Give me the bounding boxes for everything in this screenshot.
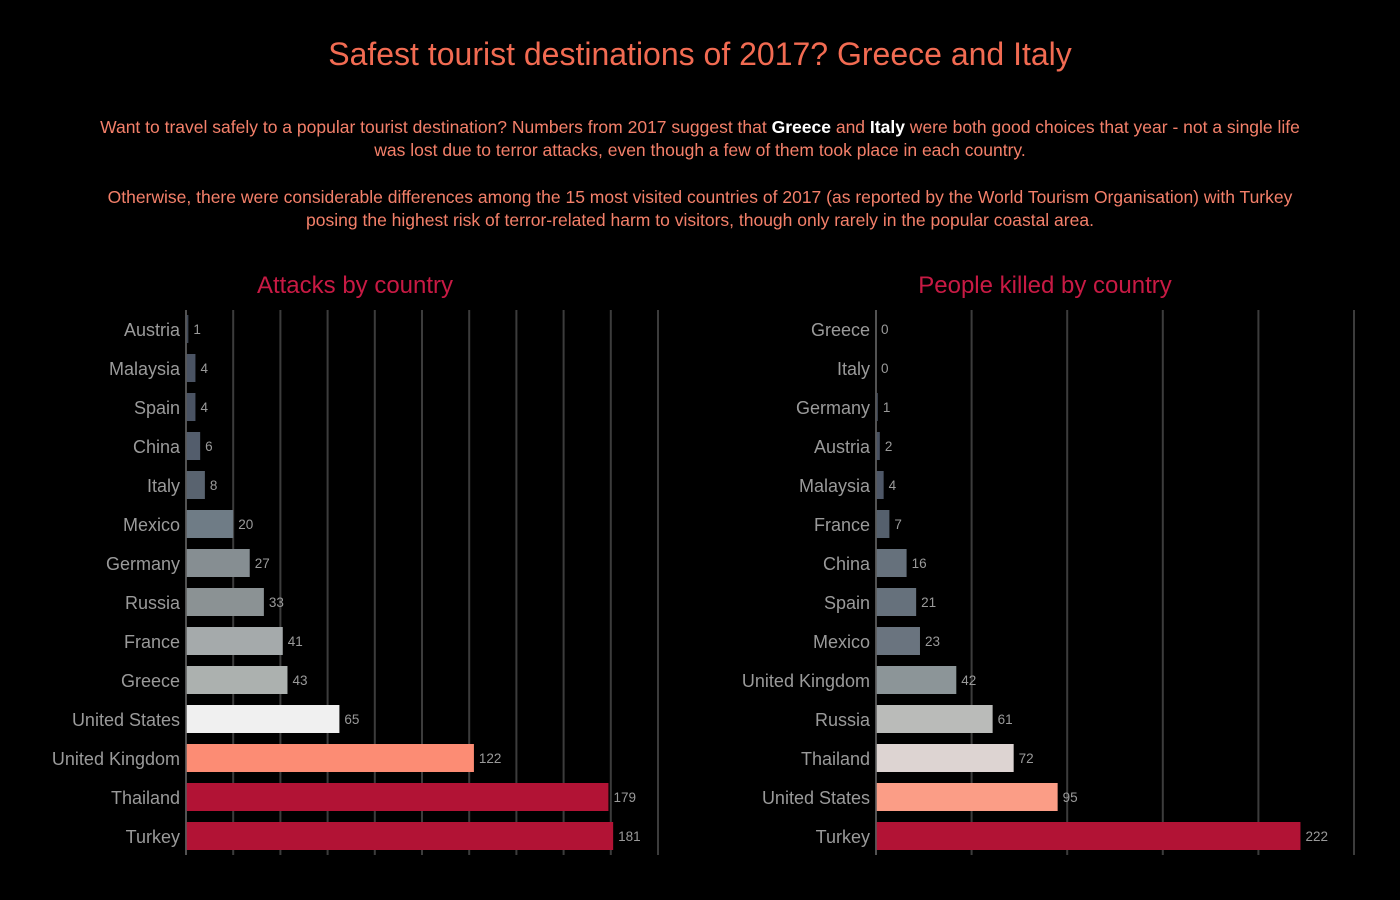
attacks-category-label: Mexico — [123, 515, 180, 535]
attacks-value-label: 4 — [200, 400, 208, 415]
attacks-bar — [186, 510, 234, 538]
killed-category-label: China — [823, 554, 871, 574]
intro-text-after: were both good choices that year - not a… — [374, 117, 1300, 160]
attacks-value-label: 27 — [255, 556, 270, 571]
attacks-category-label: Turkey — [126, 827, 180, 847]
killed-value-label: 2 — [885, 439, 893, 454]
attacks-value-label: 1 — [193, 322, 201, 337]
attacks-category-label: France — [124, 632, 180, 652]
attacks-bar — [186, 471, 205, 499]
killed-bar — [876, 705, 993, 733]
killed-value-label: 42 — [961, 673, 976, 688]
killed-value-label: 21 — [921, 595, 936, 610]
killed-value-label: 222 — [1305, 829, 1328, 844]
attacks-category-label: United Kingdom — [52, 749, 180, 769]
attacks-chart-title: Attacks by country — [256, 272, 454, 299]
killed-category-label: Thailand — [801, 749, 870, 769]
attacks-bar — [186, 783, 609, 811]
attacks-bar — [186, 354, 196, 382]
attacks-bar — [186, 432, 201, 460]
intro-highlight-italy: Italy — [869, 117, 905, 137]
attacks-value-label: 179 — [613, 790, 636, 805]
killed-category-label: United Kingdom — [742, 671, 870, 691]
killed-bar — [876, 783, 1058, 811]
killed-chart-title: People killed by country — [918, 272, 1172, 299]
attacks-bar — [186, 822, 614, 850]
killed-value-label: 1 — [883, 400, 891, 415]
attacks-bar — [186, 549, 250, 577]
killed-category-label: Mexico — [813, 632, 870, 652]
killed-bar — [876, 744, 1014, 772]
attacks-value-label: 41 — [288, 634, 303, 649]
killed-category-label: Spain — [824, 593, 870, 613]
attacks-category-label: Thailand — [111, 788, 180, 808]
attacks-category-label: China — [133, 437, 181, 457]
attacks-bar — [186, 627, 283, 655]
attacks-value-label: 8 — [210, 478, 218, 493]
killed-value-label: 0 — [881, 361, 889, 376]
attacks-value-label: 181 — [618, 829, 641, 844]
killed-value-label: 61 — [998, 712, 1013, 727]
killed-value-label: 23 — [925, 634, 940, 649]
attacks-bar — [186, 666, 288, 694]
attacks-category-label: Greece — [121, 671, 180, 691]
killed-category-label: Turkey — [816, 827, 870, 847]
attacks-category-label: Malaysia — [109, 359, 181, 379]
attacks-value-label: 33 — [269, 595, 284, 610]
attacks-bar-chart: Austria 1 Malaysia 4 Spain 4 China 6 Italy 8 Mexic… — [52, 310, 659, 855]
killed-category-label: United States — [762, 788, 870, 808]
intro-text-and: and — [830, 117, 870, 137]
attacks-category-label: Russia — [125, 593, 181, 613]
intro-paragraph-1: Want to travel safely to a popular touri… — [100, 116, 1300, 162]
intro-highlight-greece: Greece — [771, 117, 831, 137]
killed-bar — [876, 627, 920, 655]
killed-category-label: Austria — [814, 437, 871, 457]
attacks-category-label: Italy — [147, 476, 180, 496]
attacks-category-label: United States — [72, 710, 180, 730]
killed-category-label: Greece — [811, 320, 870, 340]
attacks-bar — [186, 705, 340, 733]
killed-bar — [876, 822, 1301, 850]
attacks-bar — [186, 393, 196, 421]
killed-bar — [876, 510, 890, 538]
killed-value-label: 4 — [889, 478, 897, 493]
attacks-bar — [186, 744, 474, 772]
killed-bar — [876, 432, 880, 460]
attacks-category-label: Spain — [134, 398, 180, 418]
page-title: Safest tourist destinations of 2017? Gre… — [328, 36, 1072, 72]
attacks-value-label: 65 — [344, 712, 359, 727]
killed-bar — [876, 471, 884, 499]
killed-value-label: 95 — [1063, 790, 1078, 805]
killed-bar — [876, 549, 907, 577]
attacks-value-label: 4 — [200, 361, 208, 376]
attacks-value-label: 122 — [479, 751, 502, 766]
killed-category-label: Malaysia — [799, 476, 871, 496]
intro-text-before: Want to travel safely to a popular touri… — [100, 117, 772, 137]
attacks-category-label: Germany — [106, 554, 180, 574]
killed-category-label: Germany — [796, 398, 870, 418]
killed-bar — [876, 666, 957, 694]
intro-paragraph-2: Otherwise, there were considerable diffe… — [107, 187, 1293, 230]
killed-bar — [876, 393, 878, 421]
attacks-value-label: 20 — [238, 517, 253, 532]
attacks-category-label: Austria — [124, 320, 181, 340]
killed-value-label: 72 — [1019, 751, 1034, 766]
attacks-value-label: 6 — [205, 439, 213, 454]
killed-value-label: 7 — [894, 517, 902, 532]
killed-category-label: France — [814, 515, 870, 535]
attacks-value-label: 43 — [292, 673, 307, 688]
attacks-bar — [186, 315, 189, 343]
killed-category-label: Italy — [837, 359, 870, 379]
attacks-bar — [186, 588, 264, 616]
killed-bar — [876, 588, 917, 616]
killed-value-label: 0 — [881, 322, 889, 337]
killed-value-label: 16 — [912, 556, 927, 571]
killed-category-label: Russia — [815, 710, 871, 730]
killed-bar-chart: Greece 0 Italy 0 Germany 1 Austria 2 Malaysia 4 Fr… — [742, 310, 1355, 855]
